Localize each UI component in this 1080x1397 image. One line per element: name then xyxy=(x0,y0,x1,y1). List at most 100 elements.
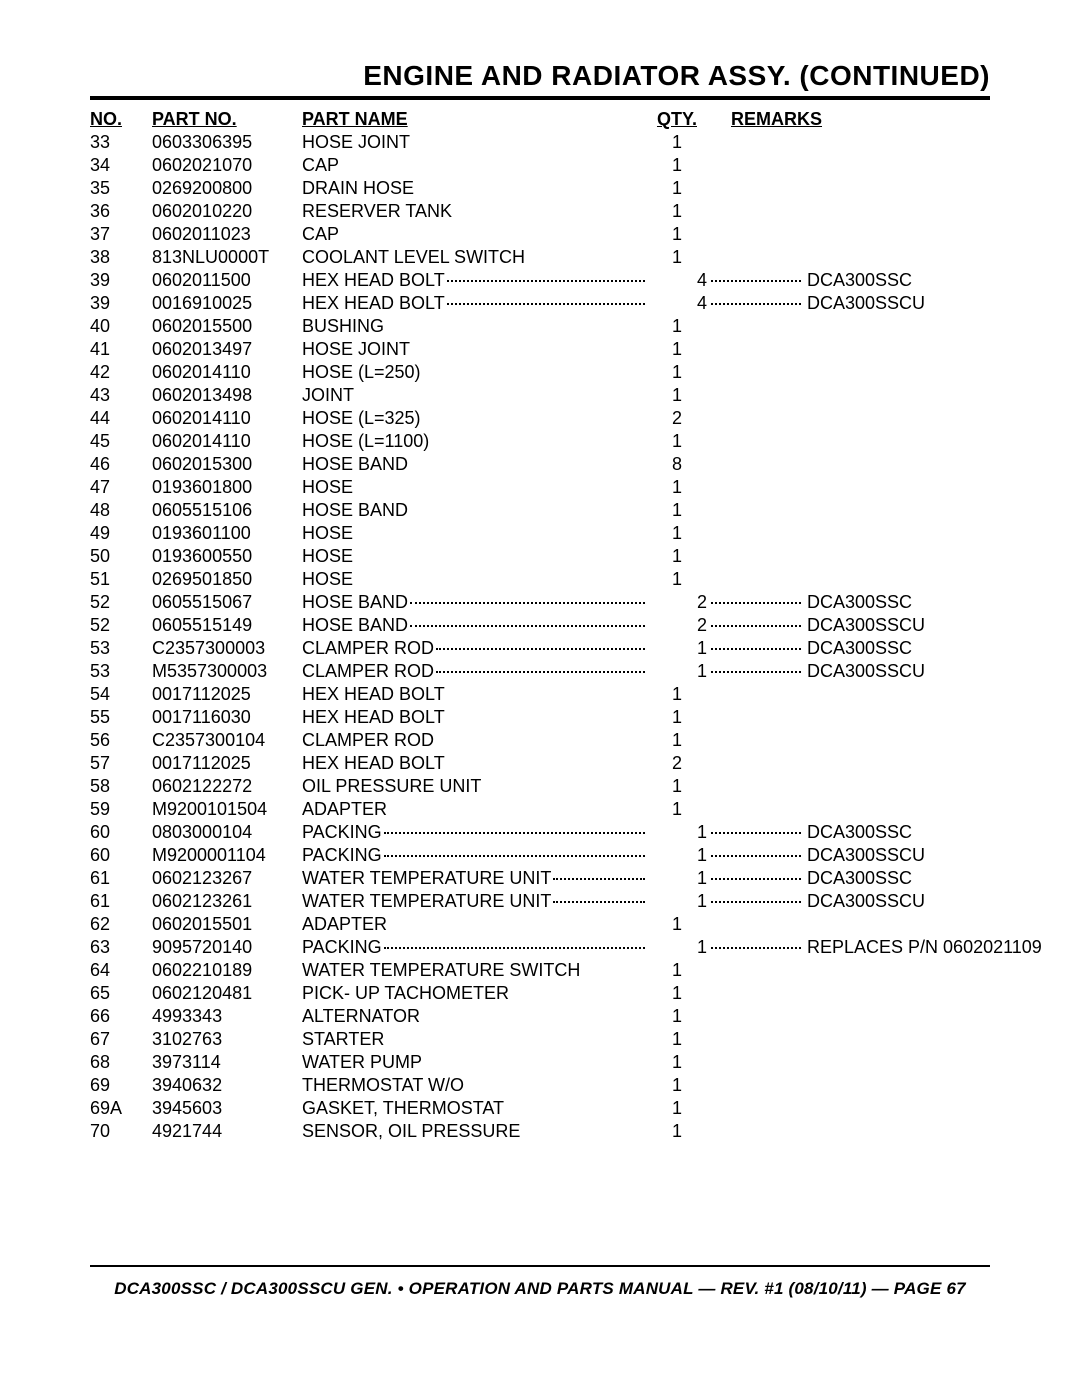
table-row: 470193601800HOSE1 xyxy=(90,476,990,499)
cell-remarks-text: DCA300SSCU xyxy=(803,660,925,683)
table-row: 600803000104PACKING1DCA300SSC xyxy=(90,821,990,844)
table-row: 390016910025HEX HEAD BOLT4DCA300SSCU xyxy=(90,292,990,315)
cell-part: 0193601800 xyxy=(152,476,302,499)
cell-remarks xyxy=(707,522,990,545)
cell-no: 50 xyxy=(90,545,152,568)
cell-qty: 4 xyxy=(647,269,709,292)
cell-part: 0269501850 xyxy=(152,568,302,591)
cell-qty: 1 xyxy=(647,499,707,522)
cell-name: HOSE (L=1100) xyxy=(302,430,647,453)
cell-name: HEX HEAD BOLT xyxy=(302,269,647,292)
cell-part: 0193601100 xyxy=(152,522,302,545)
cell-name: CLAMPER ROD xyxy=(302,637,647,660)
cell-remarks xyxy=(707,476,990,499)
cell-no: 35 xyxy=(90,177,152,200)
leader-dots xyxy=(436,648,645,650)
cell-qty: 1 xyxy=(647,706,707,729)
cell-no: 51 xyxy=(90,568,152,591)
cell-name-text: HEX HEAD BOLT xyxy=(302,269,445,292)
cell-qty: 1 xyxy=(647,936,709,959)
cell-no: 43 xyxy=(90,384,152,407)
cell-part: 4993343 xyxy=(152,1005,302,1028)
table-header-row: NO. PART NO. PART NAME QTY. REMARKS xyxy=(90,108,990,131)
cell-remarks: DCA300SSCU xyxy=(709,844,990,867)
parts-table: NO. PART NO. PART NAME QTY. REMARKS 3306… xyxy=(90,108,990,1143)
cell-part: 0602015501 xyxy=(152,913,302,936)
cell-no: 68 xyxy=(90,1051,152,1074)
cell-no: 65 xyxy=(90,982,152,1005)
cell-qty: 1 xyxy=(647,867,709,890)
leader-dots xyxy=(711,947,801,949)
table-row: 53M5357300003CLAMPER ROD1DCA300SSCU xyxy=(90,660,990,683)
cell-qty: 1 xyxy=(647,821,709,844)
cell-name: HOSE xyxy=(302,568,647,591)
cell-name: HOSE JOINT xyxy=(302,131,647,154)
leader-dots xyxy=(447,303,645,305)
cell-qty: 4 xyxy=(647,292,709,315)
table-row: 490193601100HOSE1 xyxy=(90,522,990,545)
cell-remarks xyxy=(707,982,990,1005)
cell-remarks-text: DCA300SSCU xyxy=(803,844,925,867)
leader-dots xyxy=(553,901,645,903)
cell-remarks xyxy=(707,407,990,430)
cell-no: 60 xyxy=(90,821,152,844)
cell-part: 813NLU0000T xyxy=(152,246,302,269)
cell-name: ADAPTER xyxy=(302,913,647,936)
cell-part: 0603306395 xyxy=(152,131,302,154)
cell-name: JOINT xyxy=(302,384,647,407)
cell-name: HOSE xyxy=(302,522,647,545)
table-row: 640602210189WATER TEMPERATURE SWITCH1 xyxy=(90,959,990,982)
cell-name: HOSE BAND xyxy=(302,591,647,614)
table-row: 520605515149HOSE BAND2DCA300SSCU xyxy=(90,614,990,637)
cell-part: 0602120481 xyxy=(152,982,302,1005)
cell-qty: 1 xyxy=(647,384,707,407)
cell-qty: 1 xyxy=(647,131,707,154)
cell-qty: 1 xyxy=(647,223,707,246)
cell-no: 38 xyxy=(90,246,152,269)
cell-remarks-text: DCA300SSC xyxy=(803,821,912,844)
cell-name: HEX HEAD BOLT xyxy=(302,706,647,729)
cell-remarks: DCA300SSCU xyxy=(709,660,990,683)
header-name: PART NAME xyxy=(302,108,647,131)
table-row: 664993343ALTERNATOR1 xyxy=(90,1005,990,1028)
cell-name: ADAPTER xyxy=(302,798,647,821)
cell-part: 0017116030 xyxy=(152,706,302,729)
cell-no: 63 xyxy=(90,936,152,959)
cell-no: 42 xyxy=(90,361,152,384)
table-row: 350269200800DRAIN HOSE1 xyxy=(90,177,990,200)
cell-part: 0602015300 xyxy=(152,453,302,476)
leader-dots xyxy=(711,878,801,880)
table-row: 38813NLU0000TCOOLANT LEVEL SWITCH1 xyxy=(90,246,990,269)
table-row: 500193600550HOSE1 xyxy=(90,545,990,568)
cell-name: CAP xyxy=(302,154,647,177)
cell-qty: 1 xyxy=(647,154,707,177)
cell-qty: 1 xyxy=(647,729,707,752)
cell-part: 0602014110 xyxy=(152,361,302,384)
cell-name: PACKING xyxy=(302,936,647,959)
cell-name: HOSE BAND xyxy=(302,614,647,637)
cell-qty: 1 xyxy=(647,1051,707,1074)
cell-no: 54 xyxy=(90,683,152,706)
cell-part: 0602210189 xyxy=(152,959,302,982)
cell-name-text: HOSE BAND xyxy=(302,614,408,637)
cell-remarks xyxy=(707,775,990,798)
leader-dots xyxy=(553,878,645,880)
cell-remarks xyxy=(707,729,990,752)
cell-remarks: DCA300SSC xyxy=(709,637,990,660)
table-row: 450602014110HOSE (L=1100)1 xyxy=(90,430,990,453)
table-row: 60M9200001104PACKING1DCA300SSCU xyxy=(90,844,990,867)
cell-part: 0602014110 xyxy=(152,407,302,430)
cell-name-text: PACKING xyxy=(302,821,382,844)
cell-qty: 1 xyxy=(647,361,707,384)
cell-remarks xyxy=(707,752,990,775)
cell-remarks xyxy=(707,453,990,476)
cell-part: 0605515067 xyxy=(152,591,302,614)
cell-part: M9200001104 xyxy=(152,844,302,867)
cell-qty: 1 xyxy=(647,430,707,453)
table-row: 650602120481PICK- UP TACHOMETER1 xyxy=(90,982,990,1005)
cell-remarks xyxy=(707,361,990,384)
cell-qty: 1 xyxy=(647,568,707,591)
table-row: 460602015300HOSE BAND8 xyxy=(90,453,990,476)
cell-qty: 1 xyxy=(647,200,707,223)
cell-qty: 1 xyxy=(647,1028,707,1051)
